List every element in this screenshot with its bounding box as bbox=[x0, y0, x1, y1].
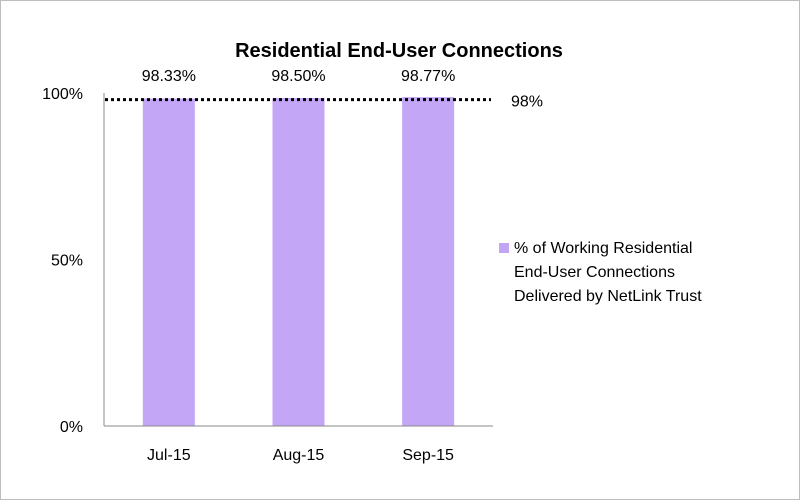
x-tick-label: Sep-15 bbox=[402, 447, 454, 464]
y-tick-label: 100% bbox=[42, 86, 83, 103]
legend: % of Working Residential End-User Connec… bbox=[499, 237, 789, 309]
x-tick-label: Aug-15 bbox=[273, 447, 325, 464]
bar bbox=[272, 97, 325, 427]
legend-swatch bbox=[499, 243, 509, 253]
legend-label-line: Delivered by NetLink Trust bbox=[514, 288, 702, 305]
x-tick-label: Jul-15 bbox=[147, 447, 191, 464]
y-tick-label: 50% bbox=[51, 253, 83, 270]
legend-label-line: End-User Connections bbox=[514, 264, 675, 281]
bar bbox=[402, 97, 455, 427]
data-label: 98.33% bbox=[142, 68, 196, 85]
legend-label-line: % of Working Residential bbox=[514, 240, 693, 257]
reference-line-label: 98% bbox=[511, 94, 543, 111]
data-label: 98.50% bbox=[271, 68, 325, 85]
y-tick-label: 0% bbox=[60, 419, 83, 436]
data-label: 98.77% bbox=[401, 68, 455, 85]
chart-title: Residential End-User Connections bbox=[235, 40, 563, 62]
bar bbox=[142, 98, 195, 426]
